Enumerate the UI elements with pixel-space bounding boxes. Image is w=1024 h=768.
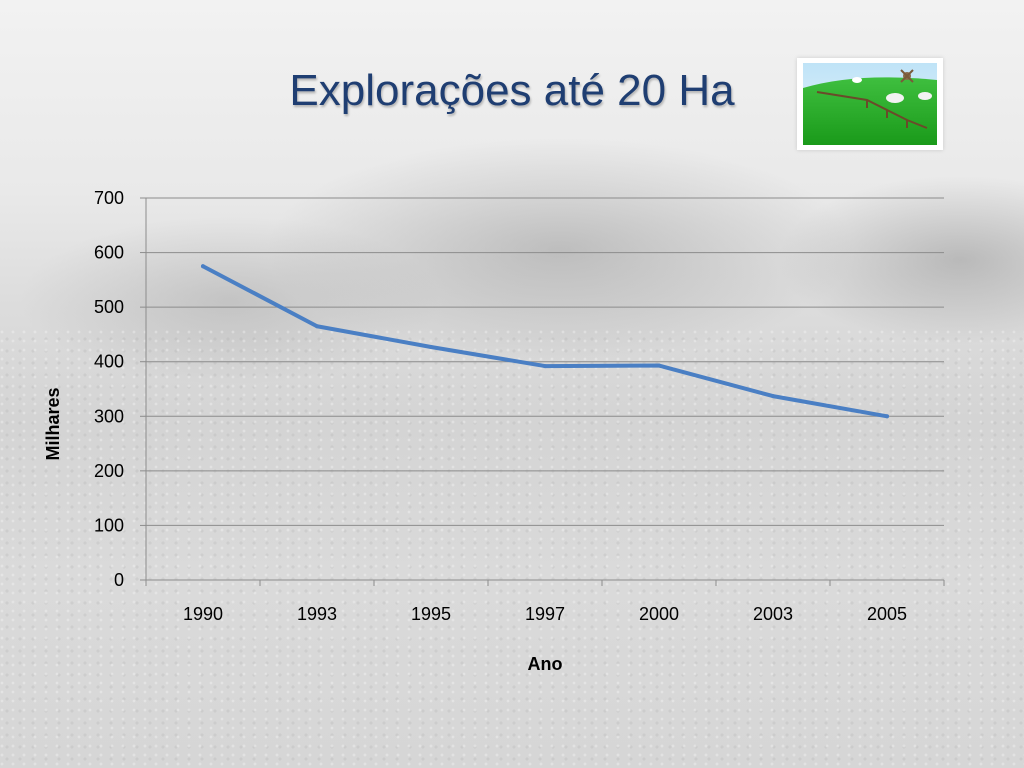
chart-series bbox=[201, 264, 889, 419]
chart-axes bbox=[145, 198, 945, 586]
data-point-1993 bbox=[315, 324, 319, 329]
y-tick-label-500: 500 bbox=[94, 297, 124, 317]
y-tick-label-300: 300 bbox=[94, 406, 124, 426]
data-point-2000 bbox=[657, 363, 661, 368]
series-line-0 bbox=[201, 264, 889, 419]
x-tick-label-2005: 2005 bbox=[867, 604, 907, 624]
data-point-2003 bbox=[771, 394, 775, 399]
x-tick-label-1997: 1997 bbox=[525, 604, 565, 624]
slide-title: Explorações até 20 Ha bbox=[289, 66, 735, 115]
background-meadow bbox=[0, 330, 1024, 768]
x-tick-label-1995: 1995 bbox=[411, 604, 451, 624]
x-tick-label-1990: 1990 bbox=[183, 604, 223, 624]
y-tick-label-100: 100 bbox=[94, 515, 124, 535]
farm-landscape-icon bbox=[797, 58, 943, 150]
y-tick-label-200: 200 bbox=[94, 461, 124, 481]
data-point-1995 bbox=[429, 344, 433, 349]
y-tick-label-0: 0 bbox=[114, 570, 124, 590]
y-axis-title: Milhares bbox=[43, 387, 63, 460]
x-tick-label-2000: 2000 bbox=[639, 604, 679, 624]
y-tick-label-400: 400 bbox=[94, 352, 124, 372]
x-axis-tick-labels: 1990 1993 1995 1997 2000 2003 2005 bbox=[183, 604, 907, 624]
data-point-1997 bbox=[543, 364, 547, 369]
y-tick-label-600: 600 bbox=[94, 243, 124, 263]
y-tick-label-700: 700 bbox=[94, 188, 124, 208]
chart-gridlines bbox=[140, 197, 944, 581]
x-tick-label-2003: 2003 bbox=[753, 604, 793, 624]
y-axis-tick-labels: 0 100 200 300 400 500 600 700 bbox=[94, 188, 124, 590]
x-tick-label-1993: 1993 bbox=[297, 604, 337, 624]
data-point-1990 bbox=[201, 264, 205, 269]
data-point-2005 bbox=[885, 414, 889, 419]
x-axis-title: Ano bbox=[528, 654, 563, 674]
